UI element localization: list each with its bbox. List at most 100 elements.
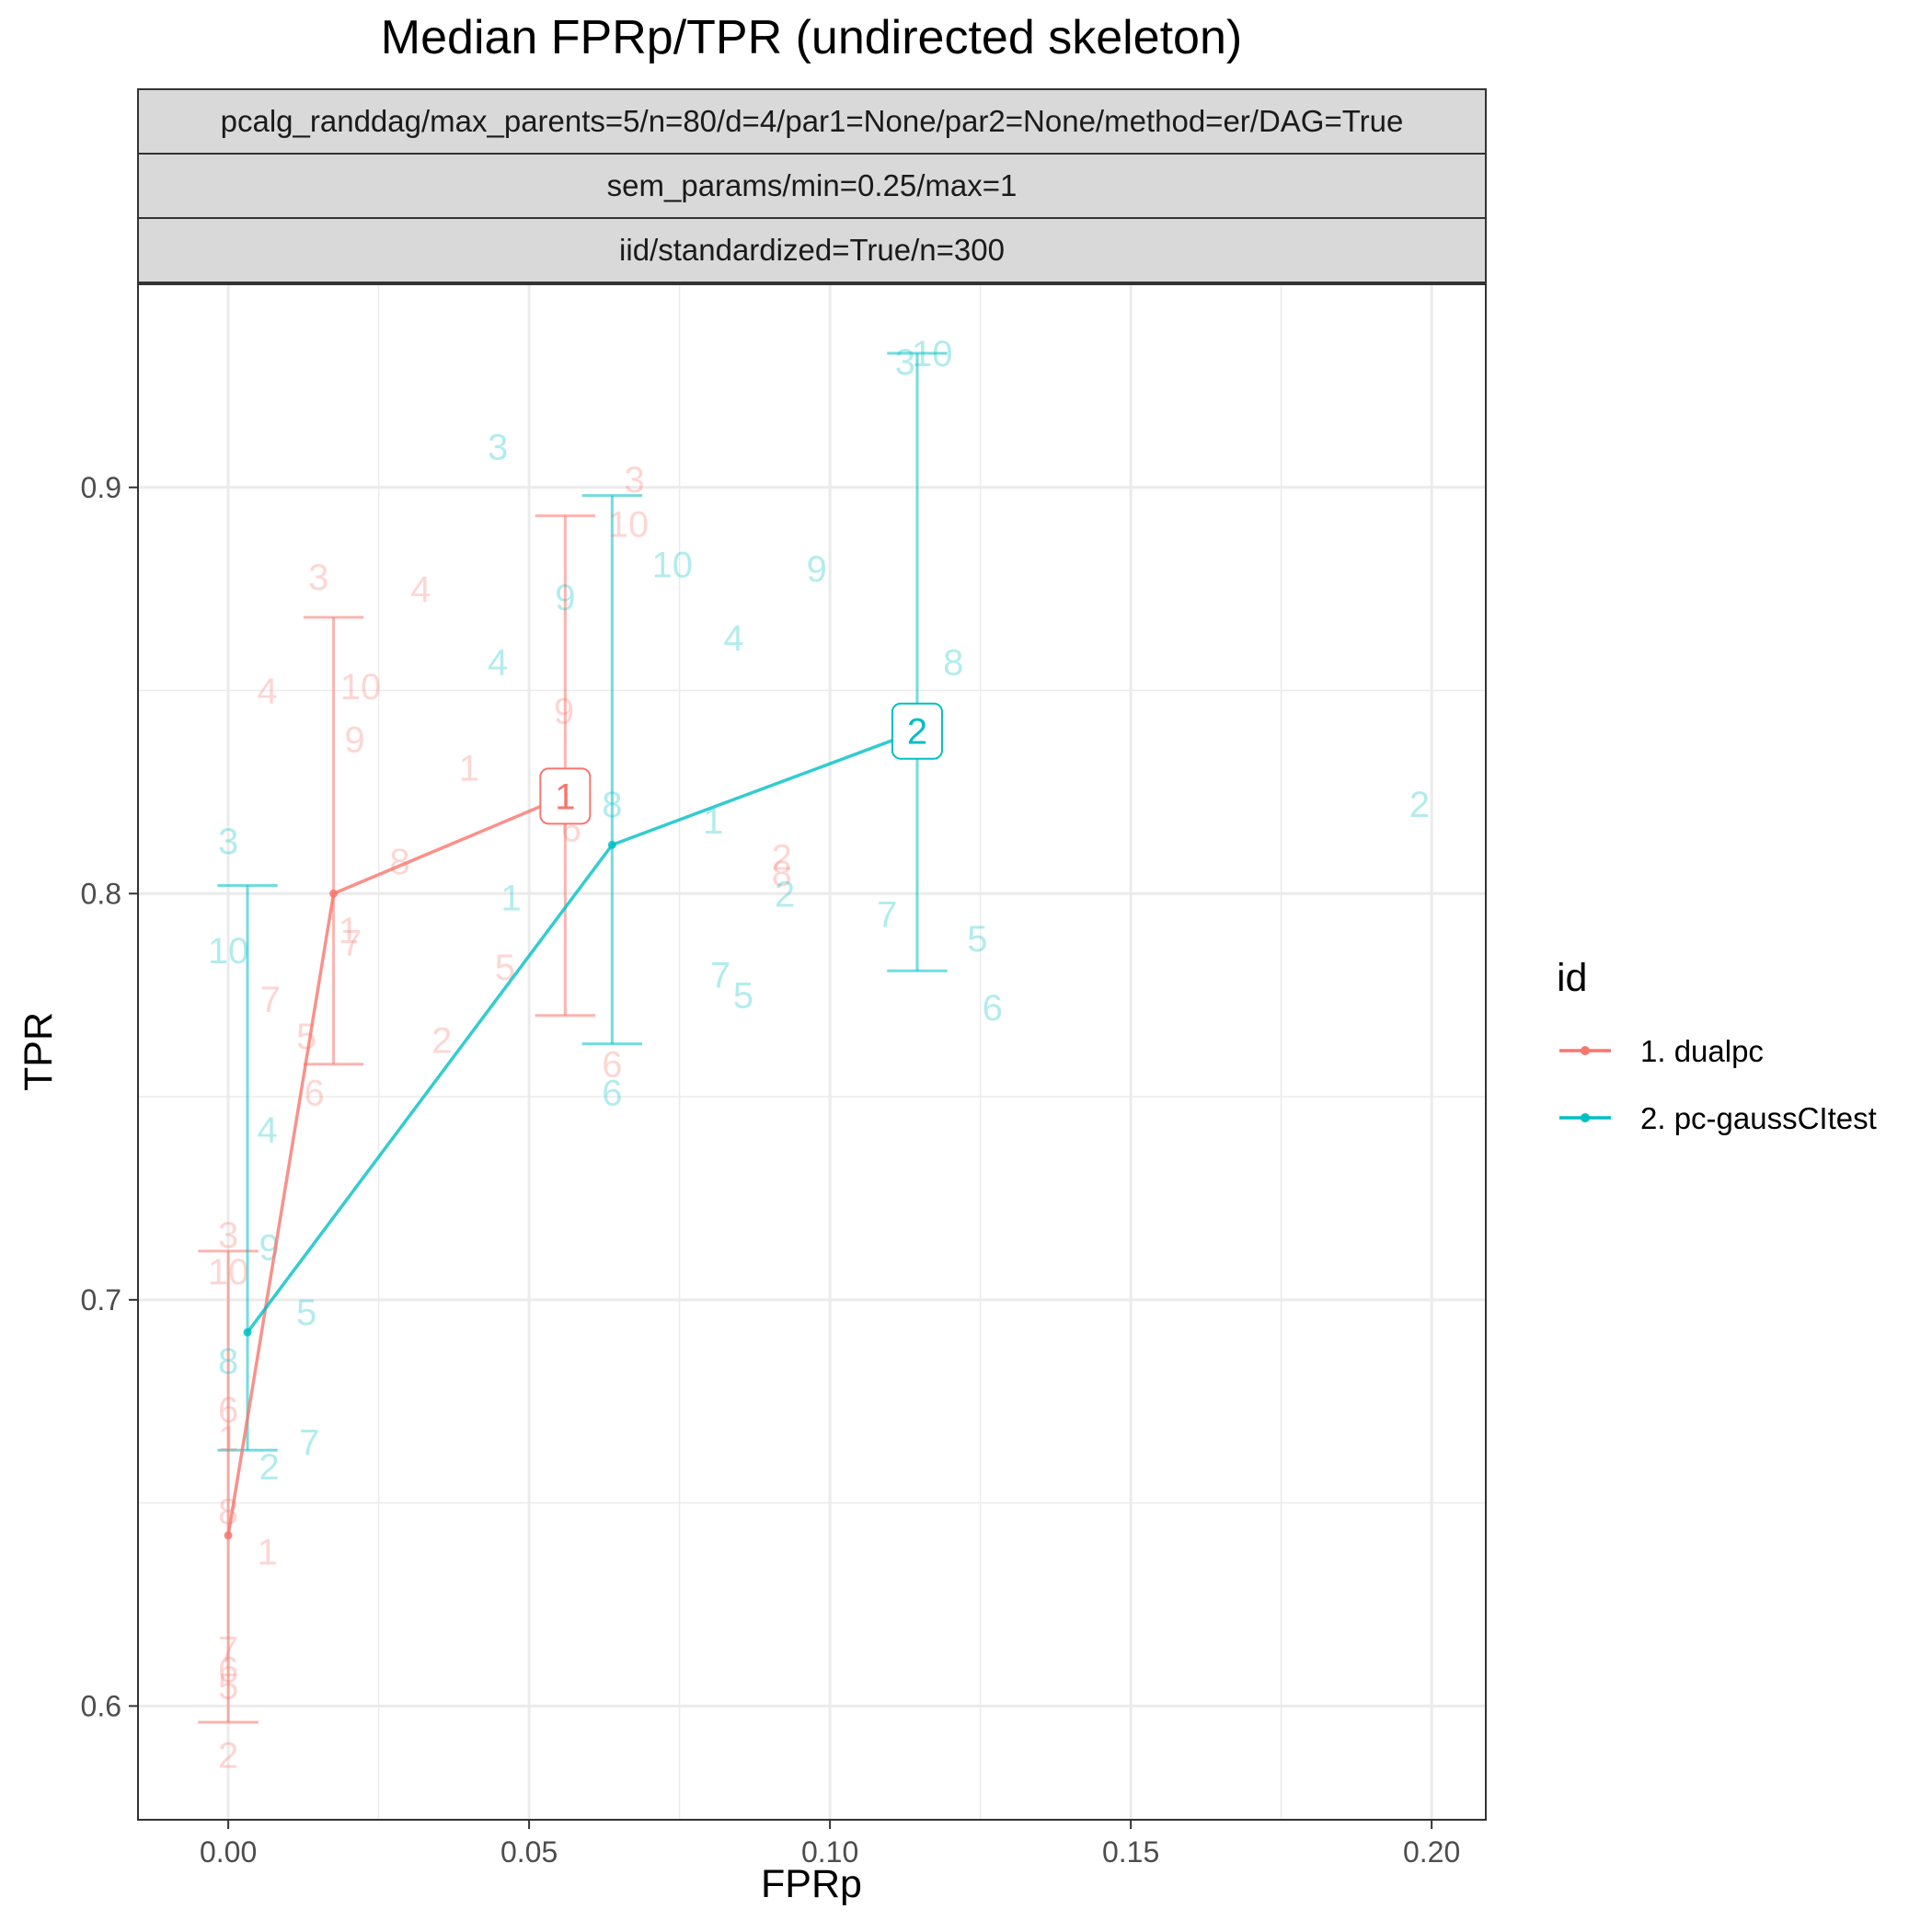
y-tick-label: 0.6 (81, 1689, 121, 1722)
median-point (224, 1531, 233, 1540)
point-label: 5 (967, 919, 987, 960)
point-label: 5 (495, 948, 515, 988)
point-label: 7 (341, 923, 362, 963)
median-labels: 12 (539, 702, 943, 825)
facet-strip (137, 217, 1487, 283)
point-label: 7 (260, 980, 281, 1020)
median-label-box (891, 702, 943, 760)
legend: id 1. dualpc 2. pc-gaussCItest (1557, 956, 1877, 1135)
point-label: 5 (733, 976, 753, 1017)
legend-item: 2. pc-gaussCItest (1559, 1101, 1877, 1135)
facet-strip (137, 88, 1487, 155)
median-point (607, 840, 616, 849)
point-label: 10 (652, 546, 694, 586)
error-bar (303, 615, 364, 1066)
y-tick-label: 0.7 (81, 1283, 121, 1317)
point-label: 4 (488, 643, 508, 684)
facet-strip (137, 153, 1487, 219)
point-label: 2 (772, 838, 792, 879)
point-label: 1 (218, 1419, 238, 1459)
point-label: 2 (1409, 785, 1430, 825)
error-bar (535, 514, 596, 1018)
x-tick-label: 0.15 (1102, 1835, 1159, 1869)
point-label: 8 (218, 1341, 238, 1382)
plot-panel-border (137, 283, 1487, 1821)
x-tick-label: 0.10 (801, 1835, 858, 1869)
legend-key-point (1581, 1113, 1590, 1122)
point-label: 10 (608, 505, 650, 546)
point-label: 3 (895, 342, 915, 383)
point-label: 8 (943, 643, 963, 684)
x-axis: 0.00 0.05 0.10 0.15 0.20 (200, 1820, 1460, 1869)
point-label: 4 (257, 1110, 277, 1150)
point-label: 1 (703, 801, 723, 842)
point-label: 4 (410, 569, 431, 610)
point-label: 7 (877, 894, 897, 935)
x-axis-title: FPRp (761, 1862, 862, 1906)
y-axis-title: TPR (17, 1012, 61, 1091)
point-label: 7 (218, 1630, 238, 1671)
point-label: 6 (218, 1650, 238, 1691)
grid-minor (138, 284, 1486, 1820)
point-label: 3 (308, 558, 328, 598)
x-tick-label: 0.20 (1403, 1835, 1460, 1869)
error-bar (887, 351, 948, 972)
point-label: 2 (259, 1447, 279, 1488)
point-label: 9 (554, 692, 574, 732)
point-label: 9 (807, 549, 827, 590)
point-label: 6 (983, 988, 1003, 1029)
point-label: 9 (555, 578, 575, 618)
grid-major (138, 284, 1486, 1820)
x-tick-label: 0.00 (200, 1835, 257, 1869)
point-label: 1 (500, 879, 521, 919)
legend-label: 2. pc-gaussCItest (1640, 1101, 1877, 1135)
point-label: 7 (710, 956, 730, 996)
facet-strip-label: pcalg_randdag/max_parents=5/n=80/d=4/par… (221, 104, 1404, 138)
point-label: 5 (218, 1666, 238, 1707)
facet-strip-label: sem_params/min=0.25/max=1 (607, 168, 1018, 202)
point-label: 3 (488, 428, 508, 468)
point-label: 8 (389, 842, 409, 882)
legend-title: id (1557, 956, 1587, 1000)
point-label: 3 (624, 460, 644, 500)
legend-key-point (1581, 1046, 1590, 1055)
point-label: 3 (218, 1215, 238, 1256)
point-label: 1 (257, 1533, 277, 1573)
median-point (243, 1328, 252, 1337)
point-label: 2 (218, 1735, 238, 1776)
point-label: 8 (602, 785, 622, 825)
point-label: 6 (305, 1074, 325, 1114)
facet-strips: pcalg_randdag/max_parents=5/n=80/d=4/par… (137, 88, 1487, 283)
point-label: 4 (257, 672, 277, 712)
point-label: 8 (772, 854, 792, 894)
plot-panel (138, 284, 1486, 1820)
y-axis: 0.6 0.7 0.8 0.9 (81, 471, 138, 1722)
point-label: 1 (459, 748, 479, 788)
chart-title: Median FPRp/TPR (undirected skeleton) (381, 11, 1242, 64)
point-label: 5 (296, 1293, 316, 1333)
point-label: 9 (344, 720, 364, 761)
x-tick-label: 0.05 (500, 1835, 558, 1869)
error-bars (198, 351, 948, 1724)
point-label: 6 (602, 1074, 622, 1114)
point-label: 6 (218, 1390, 238, 1431)
point-label: 2 (775, 874, 795, 914)
point-label: 4 (723, 618, 743, 659)
median-point (329, 889, 339, 898)
point-label: 10 (340, 667, 382, 707)
legend-item: 1. dualpc (1559, 1034, 1764, 1068)
point-label: 2 (431, 1020, 452, 1061)
legend-label: 1. dualpc (1640, 1034, 1764, 1068)
median-label: 1 (555, 776, 575, 817)
error-bar (581, 494, 643, 1046)
median-label: 2 (907, 712, 927, 753)
point-label: 10 (208, 1252, 249, 1293)
y-tick-label: 0.8 (81, 877, 121, 910)
point-label: 1 (339, 911, 359, 951)
median-label-box (539, 767, 592, 825)
point-labels: 3 44 1091817756253109662831061817652310310… (208, 334, 1430, 1776)
point-label: 6 (602, 1045, 622, 1086)
point-label: 3 (218, 822, 238, 862)
point-label: 7 (299, 1422, 319, 1463)
